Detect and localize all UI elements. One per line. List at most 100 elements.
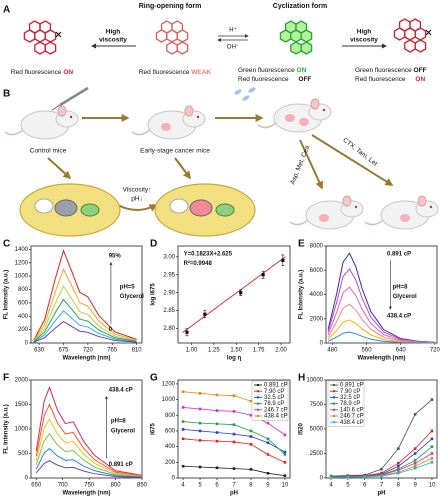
chart: D 1.00 1.25 1.50 1.75 2.00 2.80 2.85 2.90 2.95 3.0… xyxy=(150,239,291,362)
ring xyxy=(39,20,52,34)
series-line xyxy=(35,403,143,477)
state: WEAK xyxy=(191,69,211,76)
legend-marker xyxy=(257,408,259,411)
annotation: 0.891 cP xyxy=(109,462,133,468)
legend-label: 7.90 cP xyxy=(264,389,284,395)
series-line xyxy=(35,447,143,478)
y-tick-label: 0 xyxy=(320,476,324,482)
condition: High xyxy=(106,29,120,36)
x-tick-label: 4 xyxy=(181,483,185,489)
x-tick-label: 630 xyxy=(34,348,45,354)
point xyxy=(397,462,400,465)
x-tick-label: 640 xyxy=(396,348,407,354)
x-tick-label: 1.50 xyxy=(230,348,242,354)
tumor xyxy=(161,123,171,131)
x-tick-label: 850 xyxy=(137,483,148,489)
condition: High xyxy=(357,29,371,36)
legend-label: 140.6 cP xyxy=(340,407,364,413)
state: OFF xyxy=(414,67,427,74)
ring xyxy=(290,41,302,55)
point xyxy=(283,433,287,437)
arrow xyxy=(174,157,191,180)
legend-label: 438.4 cP xyxy=(340,420,364,426)
point xyxy=(430,457,434,460)
panel-label: A xyxy=(3,5,10,16)
point xyxy=(430,429,434,433)
legend-label: 78.9 cP xyxy=(264,401,284,407)
ring xyxy=(300,41,313,55)
y-axis-label: FL Intensity (a.u.) xyxy=(4,270,10,320)
point xyxy=(380,474,383,478)
chart: F 650 700 750 800 850 0 500 1000 1500 2000 Waveleng… xyxy=(3,373,148,497)
x-axis-label: pH xyxy=(378,491,386,497)
mouse-eye xyxy=(322,108,326,112)
y-tick-label: 7500 xyxy=(310,402,324,408)
point xyxy=(181,406,185,409)
y-tick-label: 800 xyxy=(165,413,176,419)
y-tick-label: 200 xyxy=(18,327,29,333)
point xyxy=(249,442,253,446)
point xyxy=(329,476,333,479)
ring xyxy=(28,20,41,34)
point xyxy=(249,399,253,403)
legend-marker xyxy=(333,396,335,399)
y-axis-label: FL Intensity (a.u.) xyxy=(299,270,305,320)
mouse-ear xyxy=(342,195,352,207)
point xyxy=(232,440,236,444)
arrow xyxy=(299,139,323,190)
ring xyxy=(404,39,416,53)
mouse-tail xyxy=(257,122,277,129)
point xyxy=(232,423,236,426)
x-tick-label: 6 xyxy=(215,483,219,489)
y-tick-label: 200 xyxy=(165,460,176,466)
legend-label: 246.7 cP xyxy=(340,414,364,420)
chart: G 4 5 6 7 8 9 10 0 200 400 600 800 1000 1200 pH I675 0.89… xyxy=(150,373,291,497)
state: ON xyxy=(63,69,73,76)
point xyxy=(397,464,400,468)
chart: H 4 5 6 7 8 9 10 0 2500 5000 7500 10000 pH I520 0.891 c… xyxy=(298,373,438,497)
annotation: Glycerol xyxy=(120,294,144,300)
mouse-eye xyxy=(429,205,433,209)
y-tick-label: 400 xyxy=(18,314,29,320)
point xyxy=(232,467,236,470)
ring xyxy=(284,20,297,34)
point xyxy=(249,429,253,433)
ring xyxy=(166,41,178,55)
point xyxy=(181,390,185,394)
needle xyxy=(51,104,61,111)
annotation: 438.4 cP xyxy=(109,387,133,393)
x-tick-label: 480 xyxy=(327,348,338,354)
ring xyxy=(414,39,427,53)
point xyxy=(283,461,287,464)
y-tick-label: 1000 xyxy=(15,427,29,433)
y-tick-label: 8000 xyxy=(310,244,324,250)
point xyxy=(283,450,287,454)
y-tick-label: 600 xyxy=(165,429,176,435)
x-tick-label: 2.00 xyxy=(275,348,287,354)
point xyxy=(281,258,285,262)
legend-label: 0.891 cP xyxy=(340,383,364,389)
panel-label: G xyxy=(150,373,158,384)
panel-label: E xyxy=(298,239,305,250)
point xyxy=(430,437,434,441)
point xyxy=(198,392,202,395)
point xyxy=(232,410,236,413)
x-axis-label: log η xyxy=(227,356,242,362)
point xyxy=(266,471,270,475)
series-line xyxy=(35,460,143,478)
mouse-eye xyxy=(196,115,200,119)
x-tick-label: 700 xyxy=(58,483,69,489)
state: ON xyxy=(415,76,425,83)
organelle xyxy=(189,199,213,217)
point xyxy=(413,466,417,470)
state-text: Green fluorescence xyxy=(238,67,295,74)
x-tick-label: 8 xyxy=(249,483,253,489)
x-tick-label: 7 xyxy=(232,483,236,489)
fluorescence-state: Red fluorescence WEAK xyxy=(139,69,212,76)
point xyxy=(215,439,219,443)
mouse-tail xyxy=(364,219,384,226)
y-tick-label: 10000 xyxy=(306,378,323,384)
mouse-ear xyxy=(184,105,194,117)
y-tick-label: 1400 xyxy=(15,247,29,253)
y-tick-label: 800 xyxy=(18,287,29,293)
